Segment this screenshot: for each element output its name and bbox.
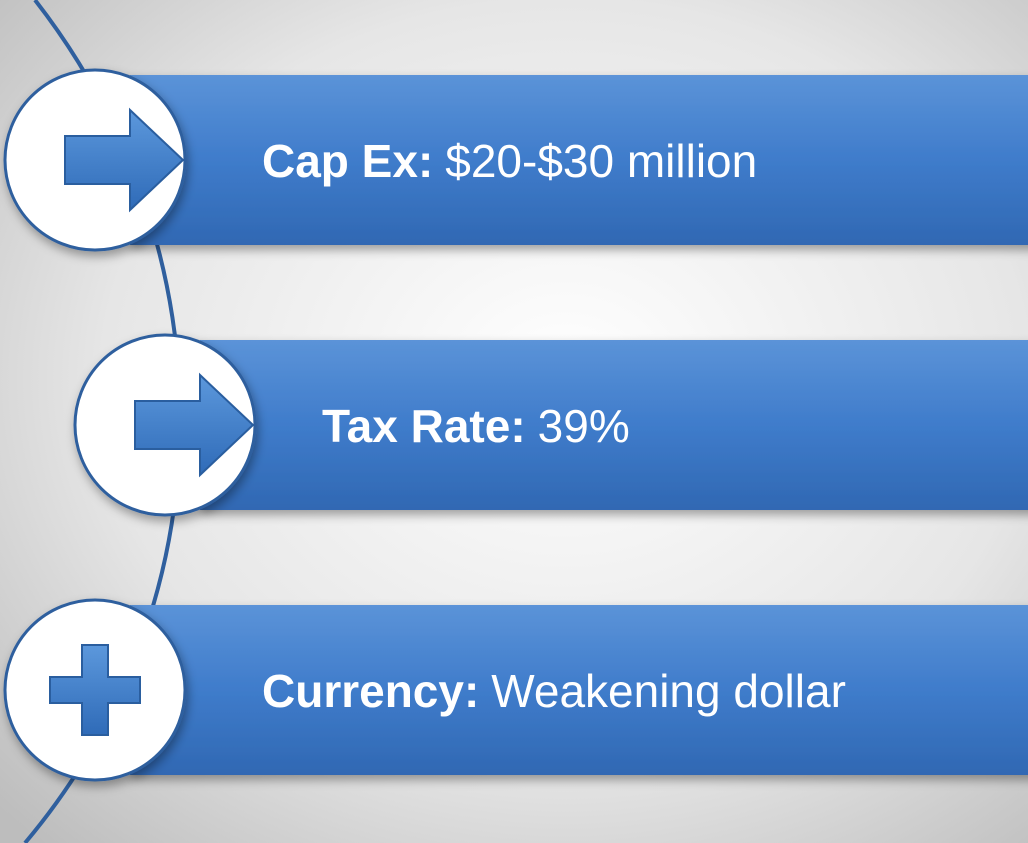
- row-value: 39%: [538, 400, 630, 452]
- row: Cap Ex: $20-$30 million: [3, 68, 1028, 252]
- row-text: Currency: Weakening dollar: [262, 665, 846, 717]
- row-text: Cap Ex: $20-$30 million: [262, 135, 757, 187]
- row: Tax Rate: 39%: [73, 333, 1028, 517]
- band: [200, 340, 1028, 510]
- plus-icon: [49, 644, 141, 736]
- row: Currency: Weakening dollar: [3, 598, 1028, 782]
- band: [130, 75, 1028, 245]
- row-label: Cap Ex:: [262, 135, 433, 187]
- row-text: Tax Rate: 39%: [322, 400, 630, 452]
- row-label: Tax Rate:: [322, 400, 526, 452]
- row-value: Weakening dollar: [491, 665, 846, 717]
- band: [130, 605, 1028, 775]
- rows: Cap Ex: $20-$30 million Tax Rate: 39% Curren…: [3, 68, 1028, 782]
- arrow-icon: [64, 107, 185, 213]
- row-value: $20-$30 million: [445, 135, 757, 187]
- row-label: Currency:: [262, 665, 479, 717]
- arrow-icon: [134, 372, 255, 478]
